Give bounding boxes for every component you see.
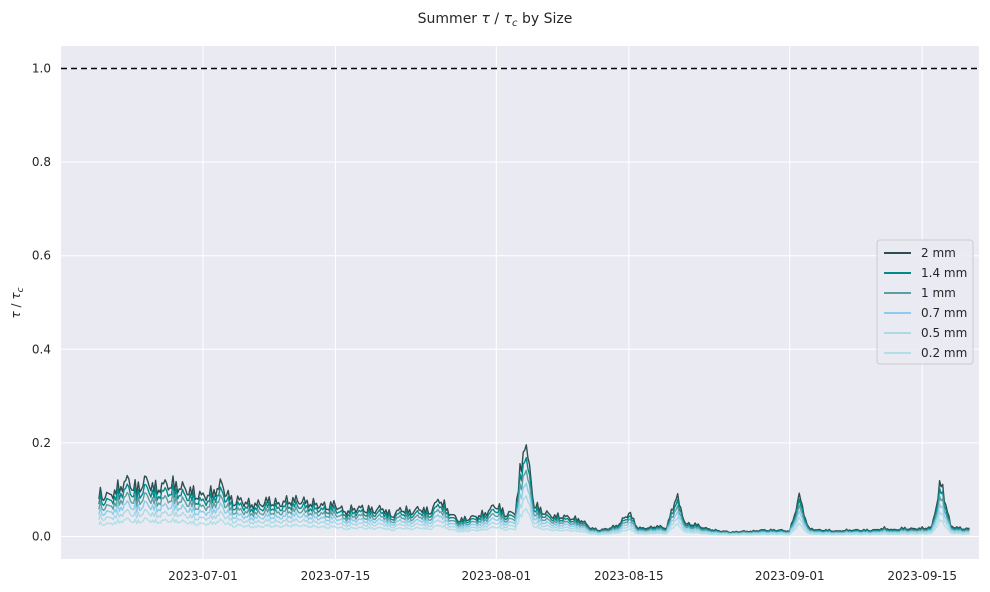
x-tick-label: 2023-08-01 [461, 569, 531, 583]
legend-label: 1.4 mm [921, 266, 967, 280]
y-tick-label: 0.2 [32, 436, 51, 450]
series-line [98, 508, 970, 536]
series-line [98, 482, 970, 535]
x-tick-label: 2023-08-15 [594, 569, 664, 583]
y-tick-label: 0.4 [32, 342, 51, 356]
series-group [98, 444, 970, 536]
y-tick-label: 0.6 [32, 249, 51, 263]
x-tick-label: 2023-09-01 [755, 569, 825, 583]
x-tick-label: 2023-07-15 [301, 569, 371, 583]
x-tick-label: 2023-07-01 [168, 569, 238, 583]
legend-label: 2 mm [921, 246, 956, 260]
x-tick-label: 2023-09-15 [887, 569, 957, 583]
chart-title: Summer τ / τc by Size [418, 11, 573, 29]
legend-label: 0.5 mm [921, 326, 967, 340]
legend: 2 mm 1.4 mm 1 mm 0.7 mm 0.5 mm 0.2 mm [876, 239, 974, 365]
y-tick-label: 0.8 [32, 155, 51, 169]
y-tick-label: 1.0 [32, 61, 51, 75]
legend-label: 0.2 mm [921, 346, 967, 360]
y-tick-labels: 0.0 0.2 0.4 0.6 0.8 1.0 [32, 61, 51, 543]
y-axis-label: τ / τc [9, 287, 26, 318]
x-tick-labels: 2023-07-01 2023-07-15 2023-08-01 2023-08-15… [168, 569, 957, 583]
y-tick-label: 0.0 [32, 530, 51, 544]
legend-label: 1 mm [921, 286, 956, 300]
legend-label: 0.7 mm [921, 306, 967, 320]
